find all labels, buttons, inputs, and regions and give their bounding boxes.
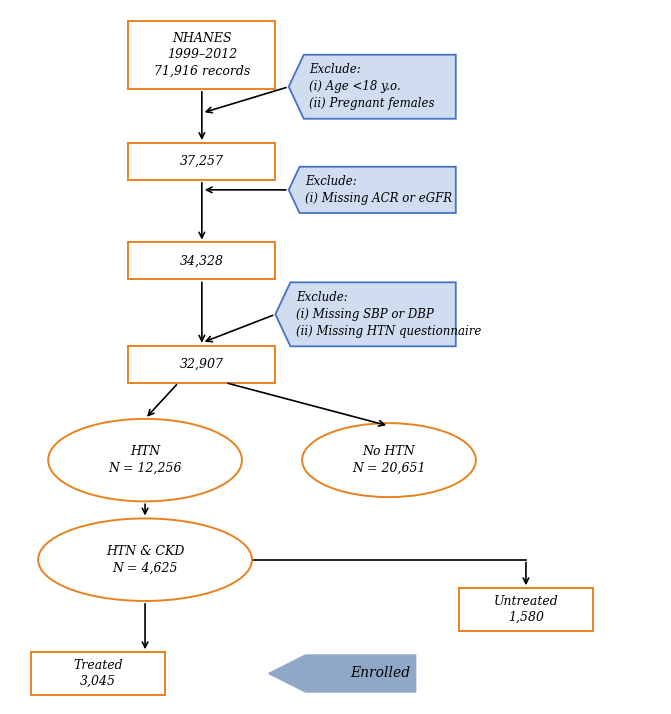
FancyBboxPatch shape xyxy=(459,588,592,631)
Text: Exclude:: Exclude: xyxy=(305,175,357,188)
Text: Treated: Treated xyxy=(73,659,123,672)
Text: 37,257: 37,257 xyxy=(180,155,224,168)
Text: N = 12,256: N = 12,256 xyxy=(108,462,182,475)
Text: 1999–2012: 1999–2012 xyxy=(166,49,237,61)
Text: 3,045: 3,045 xyxy=(81,675,116,688)
Text: Enrolled: Enrolled xyxy=(350,666,411,680)
Polygon shape xyxy=(289,167,456,213)
Text: HTN: HTN xyxy=(130,446,160,458)
Text: (i) Missing SBP or DBP: (i) Missing SBP or DBP xyxy=(296,308,433,321)
Polygon shape xyxy=(289,55,456,119)
Ellipse shape xyxy=(48,419,242,501)
FancyBboxPatch shape xyxy=(128,21,275,89)
Text: N = 4,625: N = 4,625 xyxy=(112,561,178,574)
FancyBboxPatch shape xyxy=(32,652,165,695)
Text: 34,328: 34,328 xyxy=(180,254,224,268)
FancyBboxPatch shape xyxy=(128,346,275,383)
FancyBboxPatch shape xyxy=(128,143,275,180)
Text: NHANES: NHANES xyxy=(172,32,231,45)
Text: (i) Missing ACR or eGFR: (i) Missing ACR or eGFR xyxy=(305,192,452,205)
Text: Exclude:: Exclude: xyxy=(309,63,361,76)
FancyArrow shape xyxy=(268,655,416,692)
FancyBboxPatch shape xyxy=(128,243,275,279)
Text: HTN & CKD: HTN & CKD xyxy=(106,545,185,558)
Text: N = 20,651: N = 20,651 xyxy=(352,462,425,475)
Text: 71,916 records: 71,916 records xyxy=(154,64,250,78)
Ellipse shape xyxy=(302,423,476,497)
Text: (ii) Missing HTN questionnaire: (ii) Missing HTN questionnaire xyxy=(296,325,481,338)
Text: (i) Age <18 y.o.: (i) Age <18 y.o. xyxy=(309,80,401,94)
Polygon shape xyxy=(275,282,456,346)
Ellipse shape xyxy=(38,518,252,601)
Text: (ii) Pregnant females: (ii) Pregnant females xyxy=(309,97,435,110)
Text: No HTN: No HTN xyxy=(362,446,415,458)
Text: 1,580: 1,580 xyxy=(508,611,544,624)
Text: Untreated: Untreated xyxy=(494,595,558,608)
Text: 32,907: 32,907 xyxy=(180,358,224,371)
Text: Exclude:: Exclude: xyxy=(296,291,348,303)
